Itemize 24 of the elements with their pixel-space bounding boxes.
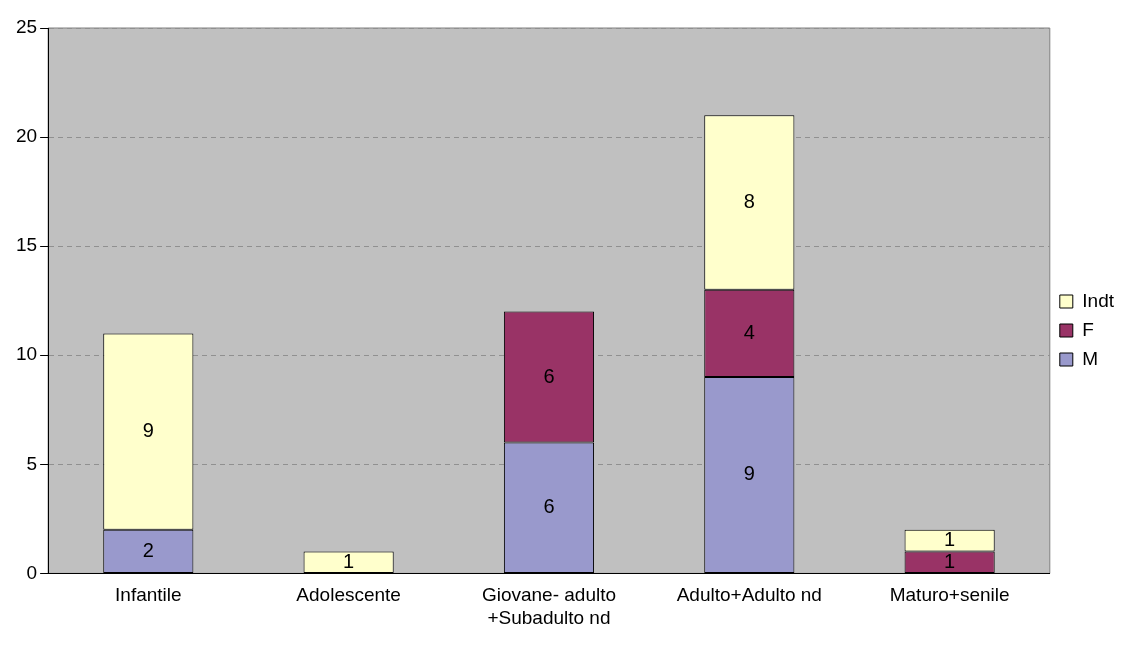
data-label: 1 [944,528,956,551]
x-tick-label: Adolescente [296,584,401,606]
x-tick-label: Infantile [115,584,182,606]
y-tick-label: 25 [15,16,38,38]
legend-label: F [1082,318,1094,340]
y-tick-label: 15 [15,234,38,256]
y-tick-label: 0 [26,561,38,583]
y-tick-label: 20 [15,125,38,147]
data-label: 8 [743,190,755,213]
legend-label: Indt [1082,289,1115,311]
data-label: 9 [743,462,755,485]
data-label: 1 [944,549,956,572]
data-label: 6 [543,364,555,387]
data-label: 1 [343,549,355,572]
legend-label: M [1082,347,1099,369]
data-label: 9 [142,419,154,442]
y-tick-label: 10 [15,343,38,365]
x-tick-label: Maturo+senile [889,584,1010,606]
x-tick-label: Giovane- adulto +Subadulto nd [481,584,617,628]
data-label: 6 [543,495,555,518]
data-label: 4 [743,320,755,343]
y-tick-label: 5 [26,452,38,474]
data-label: 2 [142,538,154,561]
x-tick-label: Adulto+Adulto nd [676,584,822,606]
